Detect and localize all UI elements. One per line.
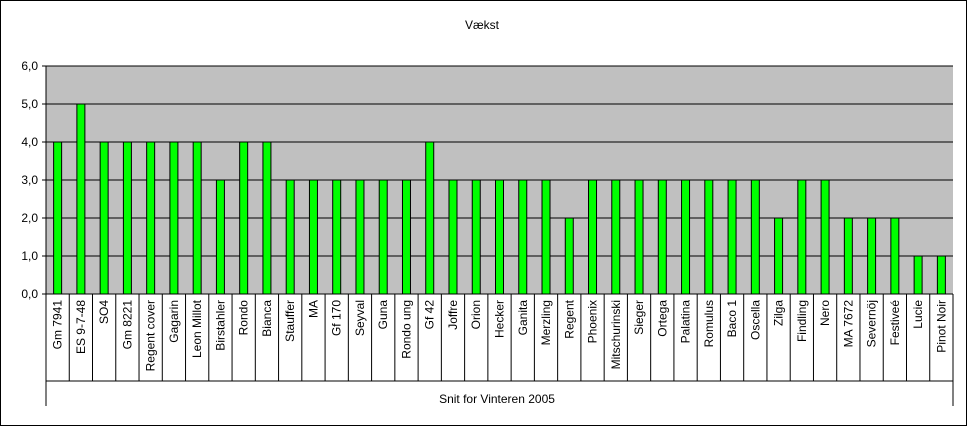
bar <box>215 179 225 295</box>
bar <box>448 179 458 295</box>
x-tick-label: Regent cover <box>144 300 158 371</box>
bar <box>495 179 504 295</box>
y-tick-label: 3,0 <box>21 173 38 187</box>
bar <box>681 179 691 295</box>
x-tick-label: Lucie <box>911 300 925 329</box>
y-axis: 0,0 1,0 2,0 3,0 4,0 5,0 6,0 <box>21 59 47 301</box>
bar <box>378 179 388 295</box>
x-tick-label: Findling <box>795 300 809 342</box>
x-tick-label: Gm 7941 <box>51 300 65 350</box>
x-tick-label: Oscella <box>748 300 762 340</box>
x-tick-label: Birstahler <box>213 300 227 351</box>
y-tick-label: 2,0 <box>21 211 38 225</box>
bar <box>308 179 318 295</box>
y-tick-label: 4,0 <box>21 135 38 149</box>
bar <box>936 255 946 295</box>
bar <box>890 217 900 295</box>
x-tick-label: MA 7672 <box>841 300 855 348</box>
bar <box>425 141 435 295</box>
bar <box>727 179 737 295</box>
x-tick-label: SO4 <box>97 300 111 324</box>
bar <box>401 179 411 295</box>
bar <box>820 179 830 295</box>
x-tick-label: Gf 170 <box>330 300 344 336</box>
x-tick-label: Stauffer <box>283 300 297 342</box>
x-tick-label: Palatina <box>679 300 693 344</box>
y-tick-label: 1,0 <box>21 249 38 263</box>
x-axis-title: Snit for Vinteren 2005 <box>439 392 555 406</box>
x-tick-label: Pinot Noir <box>934 300 948 353</box>
x-tick-label: Baco 1 <box>725 300 739 338</box>
bar <box>588 179 598 295</box>
bars <box>53 103 946 295</box>
x-axis: Gm 7941 ES 9-7-48 SO4 Gm 8221 Regent cover Ga… <box>45 293 954 406</box>
bar <box>564 217 574 295</box>
x-tick-label: Severnöj <box>865 300 879 347</box>
bar <box>192 141 202 295</box>
x-tick-label: Ganita <box>516 300 530 336</box>
bar <box>122 141 132 295</box>
bar <box>750 179 760 295</box>
x-tick-label: Zilga <box>772 300 786 326</box>
bar <box>355 179 365 295</box>
bar <box>867 217 877 295</box>
x-tick-label: Bianca <box>260 300 274 337</box>
bar <box>471 179 481 295</box>
bar <box>262 141 272 295</box>
x-tick-label: Mitschurinski <box>609 300 623 369</box>
x-tick-label: Hecker <box>493 300 507 338</box>
x-tick-label: Gf 42 <box>423 300 437 330</box>
y-tick-label: 0,0 <box>21 287 38 301</box>
x-tick-label: Regent <box>562 299 576 338</box>
bar <box>913 255 923 295</box>
x-tick-label: Guna <box>376 300 390 330</box>
x-tick-label: ES 9-7-48 <box>74 300 88 354</box>
bar <box>76 103 86 295</box>
y-tick-label: 5,0 <box>21 97 38 111</box>
x-tick-label: Nero <box>818 300 832 326</box>
bar <box>239 141 249 295</box>
bar <box>611 179 621 295</box>
x-tick-label: Phoenix <box>586 300 600 343</box>
bar <box>657 179 667 295</box>
x-tick-label: Merzling <box>539 300 553 345</box>
x-tick-label: Festiveé <box>888 300 902 346</box>
bar <box>704 179 714 295</box>
x-tick-label: Orion <box>469 300 483 329</box>
bar <box>797 179 807 295</box>
bar <box>843 217 853 295</box>
x-tick-label: Ortega <box>655 300 669 337</box>
x-tick-label: Rondo <box>237 300 251 336</box>
x-tick-label: Seyval <box>353 300 367 336</box>
bar <box>285 179 295 295</box>
x-tick-label: Gm 8221 <box>120 300 134 350</box>
bar <box>53 141 63 295</box>
bar <box>634 179 644 295</box>
y-tick-label: 6,0 <box>21 59 38 73</box>
x-tick-label: Leon Millot <box>190 299 204 358</box>
bar <box>332 179 342 295</box>
x-tick-label: Romulus <box>702 300 716 347</box>
chart-title: Vækst <box>465 18 500 32</box>
bar <box>99 141 109 295</box>
x-tick-label: Gagarin <box>167 300 181 343</box>
bar <box>518 179 528 295</box>
x-tick-label: MA <box>306 300 320 318</box>
x-tick-label: Sieger <box>632 300 646 335</box>
x-tick-label: Rondo ung <box>399 300 413 359</box>
bar <box>774 217 784 295</box>
bar <box>541 179 551 295</box>
x-tick-label: Joffre <box>446 300 460 330</box>
bar <box>146 141 156 295</box>
bar <box>169 141 179 295</box>
